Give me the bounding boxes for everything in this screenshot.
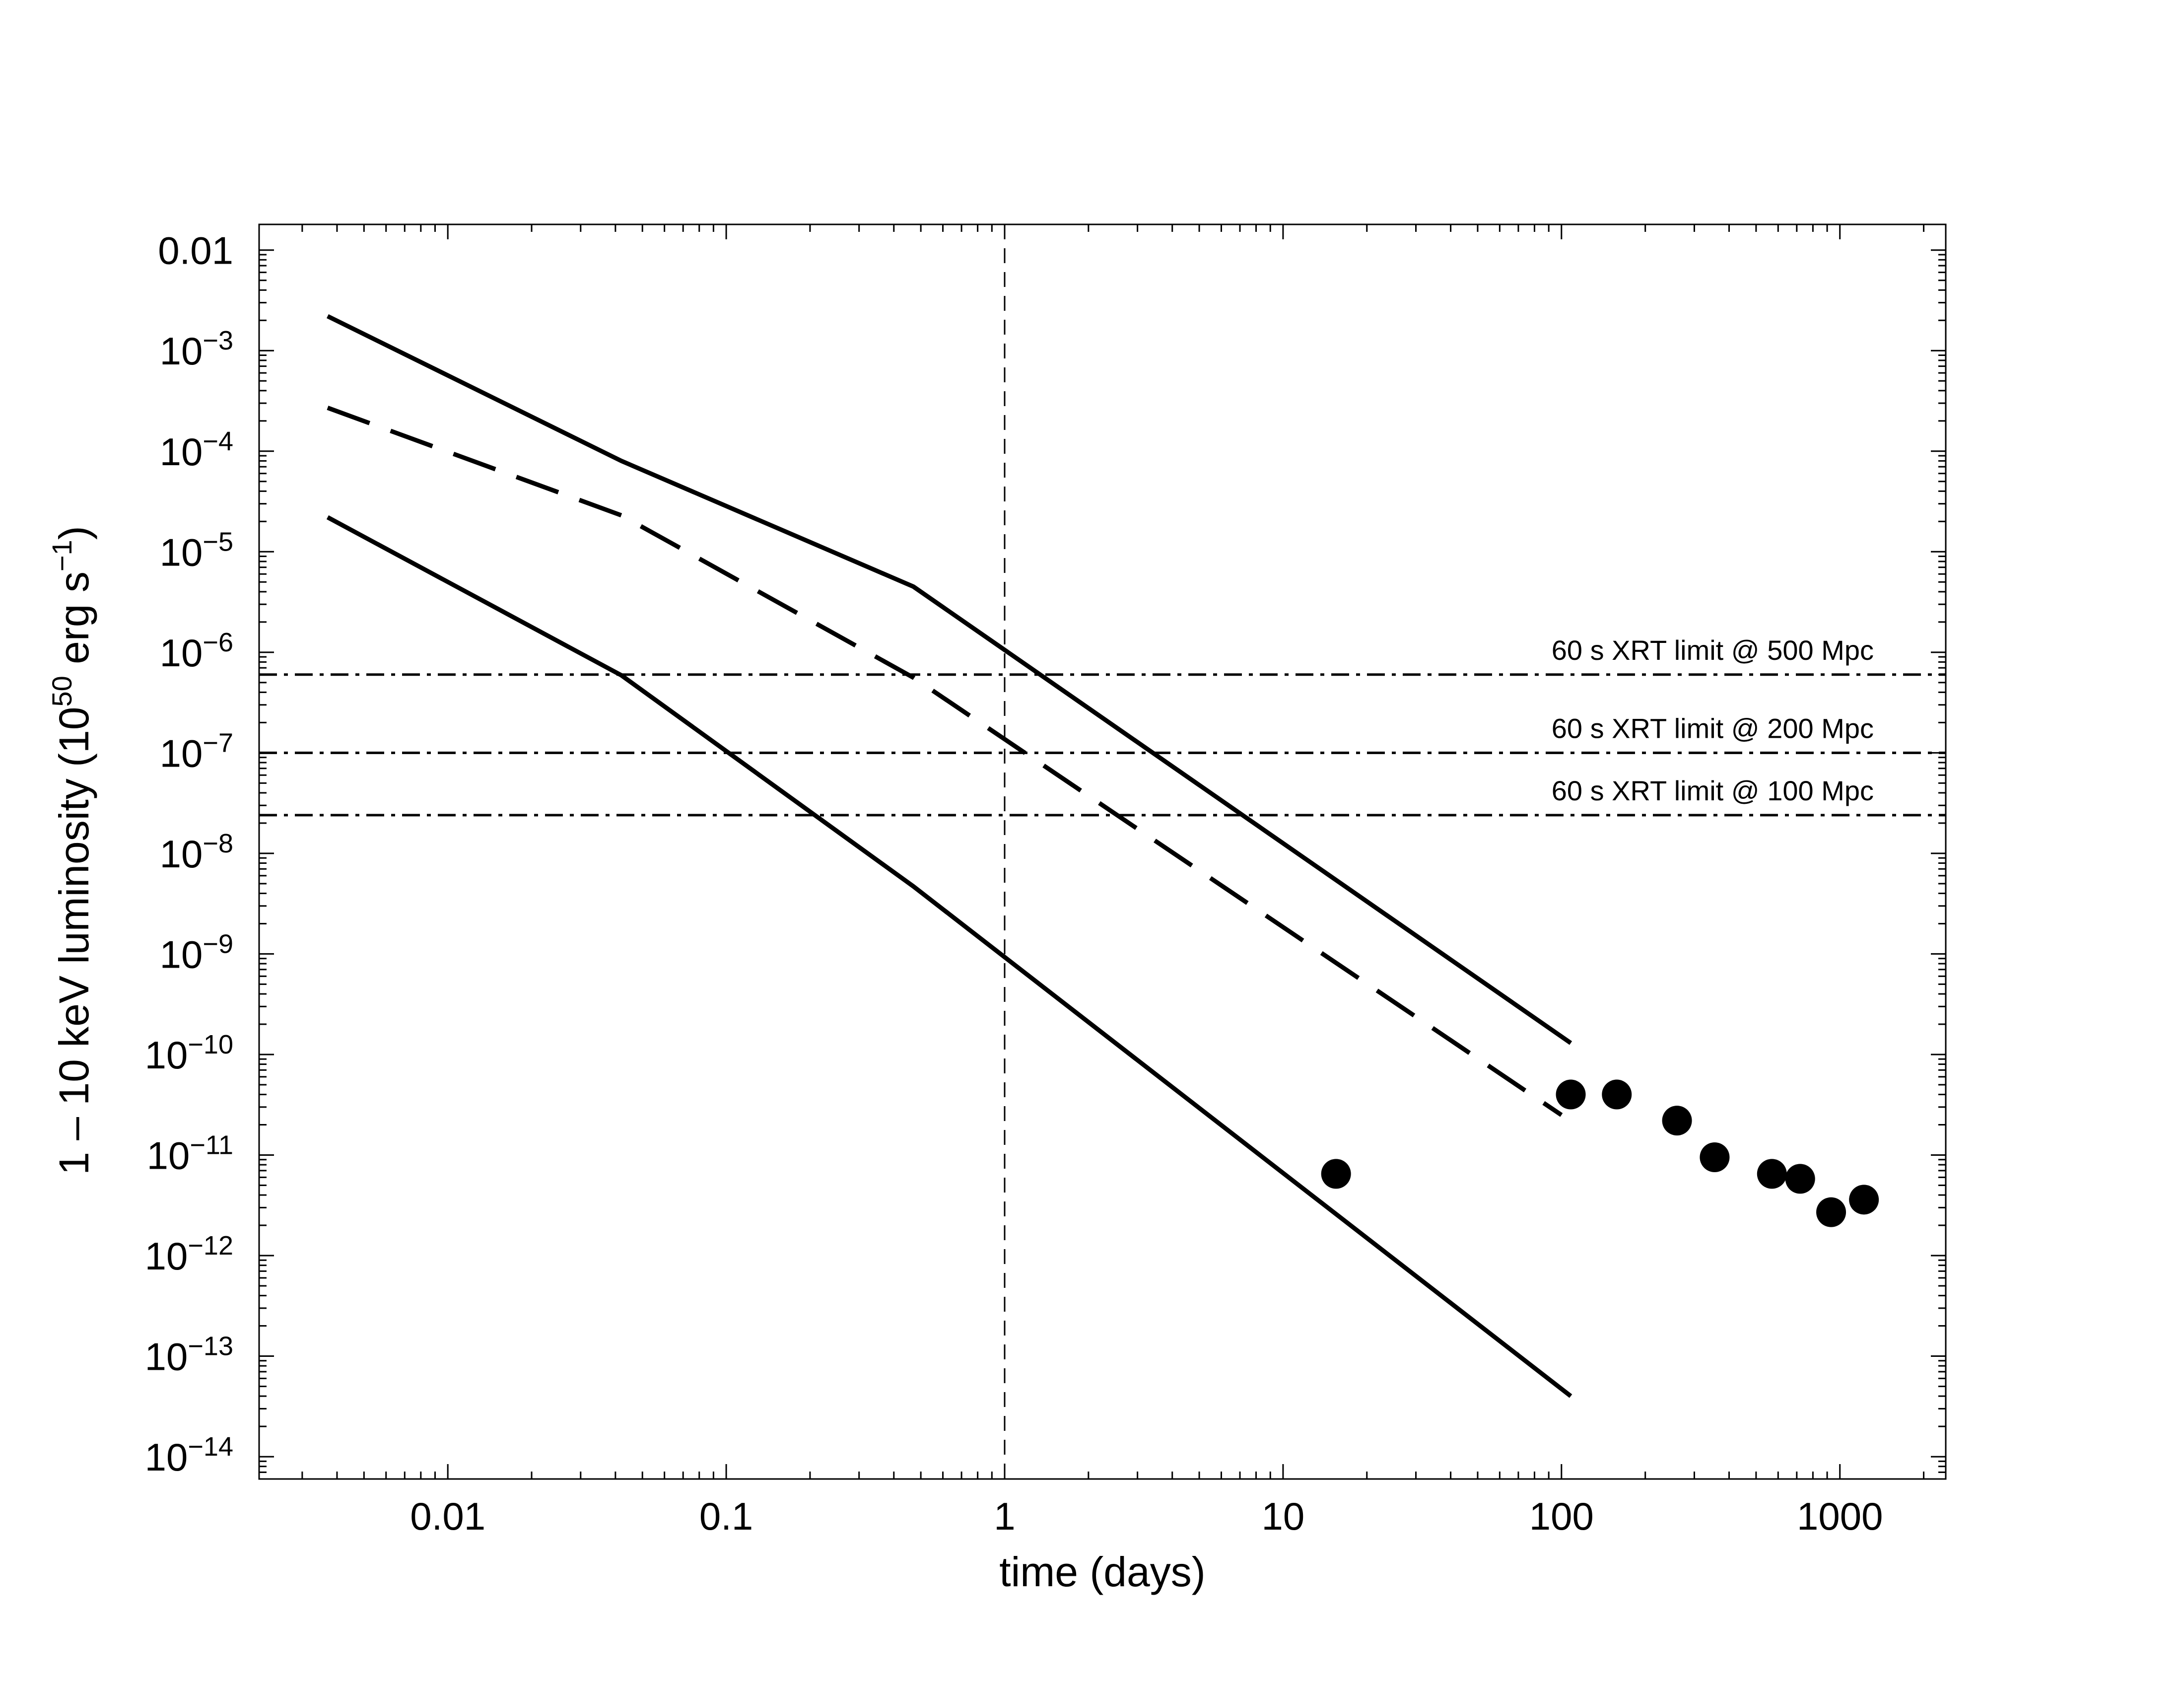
data-point [1785,1164,1815,1194]
y-tick-label: 10−14 [145,1432,233,1479]
model-curve-dashed [327,406,1563,1117]
x-tick-labels: 0.01 0.1 1 10 100 1000 [410,1494,1883,1538]
y-tick-label: 10−9 [160,929,233,976]
data-point [1602,1079,1632,1110]
y-tick-label: 10−8 [160,829,233,876]
x-tick-label: 0.1 [699,1494,753,1538]
data-point [1816,1197,1846,1227]
x-tick-label: 0.01 [410,1494,485,1538]
x-tick-label: 1000 [1797,1494,1883,1538]
y-tick-labels: 0.01 10−3 10−4 10−5 10−6 10−7 10−8 10−9 10−10 10−… [145,229,233,1479]
x-tick-label: 100 [1529,1494,1594,1538]
series-layer [326,314,1879,1398]
y-tick-label: 10−6 [160,628,233,675]
y-axis-title-mid: erg s [51,571,97,676]
xrt-limit-label: 60 s XRT limit @ 100 Mpc [1552,775,1874,806]
x-tick-label: 10 [1262,1494,1305,1538]
y-tick-label: 10−7 [160,728,233,775]
xrt-limit-label: 60 s XRT limit @ 500 Mpc [1552,634,1874,666]
plot-frame [258,223,1947,1480]
y-tick-label: 0.01 [158,229,233,273]
y-tick-label: 10−4 [160,426,233,474]
y-tick-label: 10−10 [145,1030,233,1077]
model-curve-solid [327,314,1572,1045]
y-tick-label: 10−3 [160,326,233,373]
data-point [1700,1142,1730,1172]
y-tick-label: 10−11 [147,1130,233,1177]
y-tick-label: 10−12 [145,1231,233,1278]
x-axis-title: time (days) [999,1548,1205,1595]
data-point [1556,1079,1586,1110]
x-tick-label: 1 [994,1494,1015,1538]
y-axis-title-exp: 50 [46,676,77,706]
data-point [1849,1185,1879,1215]
xrt-limit-label: 60 s XRT limit @ 200 Mpc [1552,712,1874,744]
model-curve-solid [326,515,1572,1398]
data-point [1662,1106,1692,1136]
data-point [1321,1159,1351,1189]
y-axis-title-end: ) [51,526,97,540]
minor-ticks [259,224,1946,1480]
y-tick-label: 10−13 [145,1332,233,1379]
major-ticks [259,224,1946,1479]
y-axis-title-main: 1 – 10 keV luminosity (10 [51,707,97,1175]
reference-lines: 60 s XRT limit @ 500 Mpc 60 s XRT limit @… [259,224,1946,1479]
y-axis-title-exp2: −1 [46,540,77,571]
y-tick-label: 10−5 [160,527,233,574]
data-point [1757,1159,1787,1189]
y-axis-title: 1 – 10 keV luminosity (1050 erg s−1) [46,526,97,1175]
